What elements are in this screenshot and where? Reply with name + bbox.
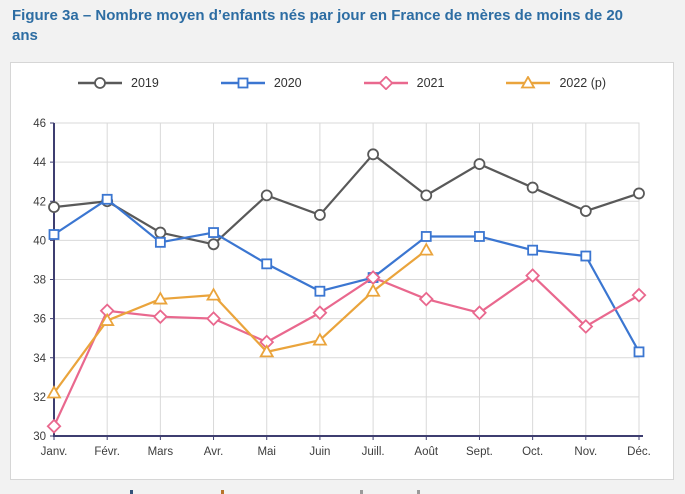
series-line (53, 274, 640, 427)
diamond-marker (152, 309, 168, 325)
legend-item-2021: 2021 (363, 76, 445, 90)
triangle-marker (259, 344, 275, 358)
y-tick-label: 38 (33, 275, 46, 287)
circle-marker (633, 187, 645, 200)
square-marker (314, 285, 326, 297)
x-tick-label: Déc. (627, 446, 651, 458)
square-marker (261, 258, 273, 270)
circle-marker (207, 238, 220, 251)
triangle-marker (99, 312, 115, 326)
series-2021 (46, 268, 647, 434)
triangle-marker (152, 291, 168, 305)
square-marker (101, 193, 113, 205)
chart-legend: 2019 2020 2021 2022 (p) (11, 76, 673, 90)
x-tick-label: Mars (148, 446, 174, 458)
clipped-caption-fragment (0, 489, 685, 494)
caption-glyph-fragment (221, 490, 224, 494)
y-tick-label: 42 (33, 196, 46, 208)
y-tick-label: 34 (33, 353, 46, 365)
x-tick-label: Juill. (362, 446, 385, 458)
series-2020 (48, 193, 645, 358)
diamond-marker (525, 268, 541, 284)
square-marker (237, 77, 249, 89)
x-tick-label: Févr. (94, 446, 120, 458)
y-tick-label: 32 (33, 392, 46, 404)
circle-marker (473, 158, 486, 170)
legend-label: 2021 (416, 76, 445, 90)
figure-title: Figure 3a – Nombre moyen d’enfants nés p… (12, 7, 624, 44)
caption-glyph-fragment (417, 490, 420, 494)
square-marker (474, 231, 485, 242)
circle-marker (48, 201, 60, 214)
circle-marker (420, 189, 433, 202)
circle-marker (579, 205, 592, 217)
x-tick-label: Janv. (41, 446, 68, 458)
diamond-marker (312, 305, 328, 321)
x-tick-label: Mai (257, 446, 276, 458)
series-2022-p- (46, 242, 434, 399)
legend-marker (506, 76, 551, 89)
series-line (53, 153, 640, 246)
diamond-marker (471, 305, 487, 321)
x-tick-label: Nov. (574, 446, 597, 458)
x-tick-label: Juin (309, 446, 330, 458)
square-marker (633, 346, 645, 358)
circle-marker (260, 189, 273, 202)
circle-marker (314, 209, 326, 221)
triangle-marker (365, 283, 381, 297)
diamond-marker (46, 418, 62, 434)
y-tick-label: 44 (33, 157, 46, 169)
series-line (53, 249, 427, 394)
x-tick-label: Avr. (204, 446, 224, 458)
legend-marker (220, 77, 265, 89)
series-2019 (48, 148, 645, 251)
legend-marker (363, 76, 408, 90)
square-marker (420, 231, 432, 242)
legend-item-2022-p-: 2022 (p) (506, 76, 606, 90)
circle-marker (526, 181, 539, 194)
square-marker (154, 236, 166, 248)
legend-label: 2022 (p) (559, 76, 606, 90)
x-tick-label: Août (414, 446, 438, 458)
y-tick-label: 46 (33, 118, 46, 130)
circle-marker (154, 226, 167, 239)
x-tick-label: Sept. (466, 446, 493, 458)
triangle-marker (312, 332, 328, 346)
y-tick-label: 30 (33, 431, 46, 443)
square-marker (580, 250, 592, 262)
legend-item-2020: 2020 (220, 76, 302, 90)
legend-label: 2019 (131, 76, 159, 90)
square-marker (208, 227, 219, 238)
square-marker (48, 229, 60, 240)
x-tick-label: Oct. (522, 446, 543, 458)
diamond-marker (378, 76, 394, 90)
y-tick-label: 36 (33, 314, 46, 326)
legend-marker (78, 77, 122, 89)
chart-svg: 30 32 34 36 38 40 42 44 46 Janv. Févr. Mars Avr. Mai J… (33, 118, 651, 458)
triangle-marker (46, 385, 62, 399)
diamond-marker (206, 311, 222, 327)
circle-marker (367, 148, 379, 161)
diamond-marker (578, 318, 594, 334)
diamond-marker (631, 287, 647, 303)
triangle-marker (205, 287, 222, 301)
circle-marker (94, 77, 106, 89)
legend-item-2019: 2019 (78, 76, 159, 90)
square-marker (527, 244, 539, 256)
diamond-marker (418, 291, 434, 307)
chart-card: 2019 2020 2021 2022 (p) 30 32 34 36 38 40 42 44 46 J… (10, 62, 674, 480)
caption-glyph-fragment (130, 490, 133, 494)
triangle-marker (520, 76, 536, 89)
legend-label: 2020 (273, 76, 302, 90)
triangle-marker (418, 242, 434, 256)
series-line (53, 198, 640, 353)
y-tick-label: 40 (33, 235, 46, 247)
caption-glyph-fragment (360, 490, 363, 494)
